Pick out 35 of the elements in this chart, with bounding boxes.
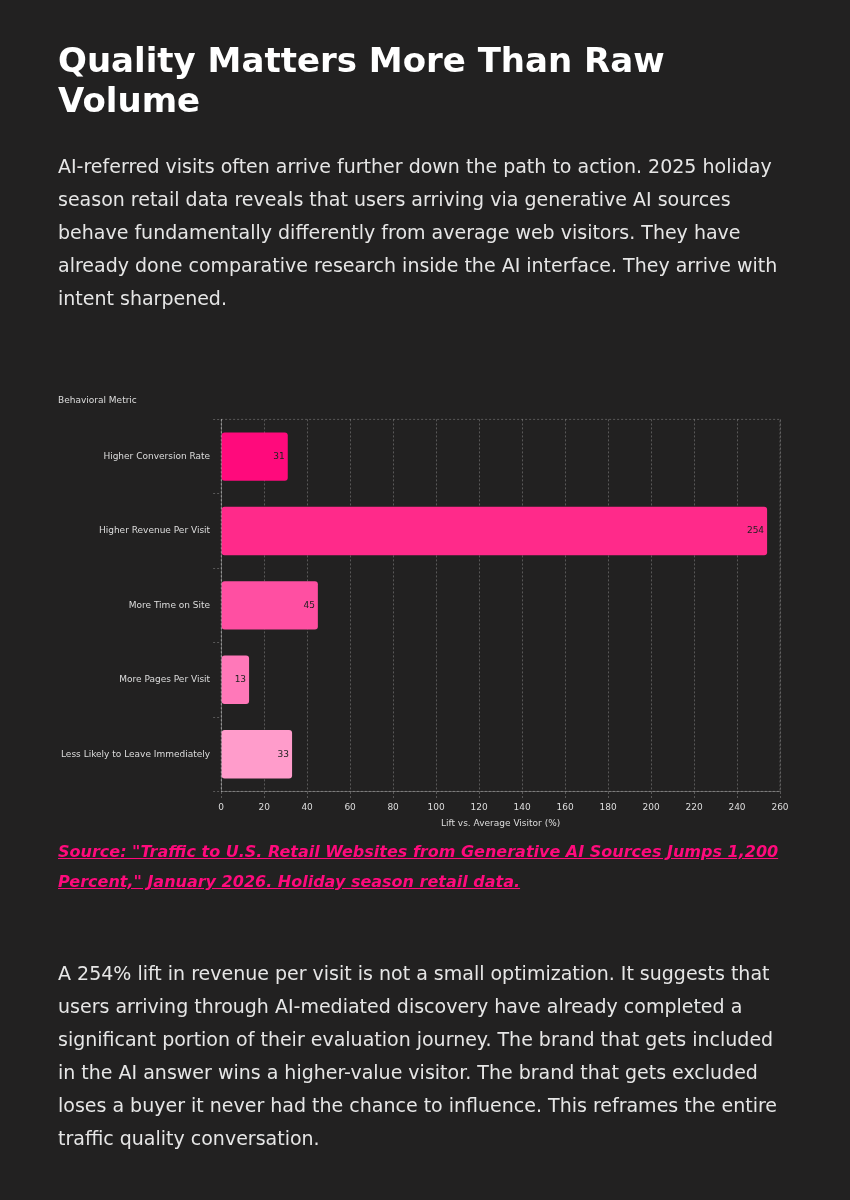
chart-title: Quality Matters More Than Raw Volume (58, 40, 666, 120)
bar (221, 506, 768, 556)
x-tick-label: 100 (427, 802, 445, 813)
bar (221, 581, 318, 630)
x-tick-label: 240 (728, 802, 746, 813)
x-tick-label: 0 (218, 802, 225, 813)
y-tick-label: More Time on Site (128, 599, 211, 610)
data-label: 33 (277, 748, 290, 759)
y-axis-title: Behavioral Metric (58, 395, 138, 405)
x-tick-label: 120 (470, 802, 488, 813)
x-tick-label: 220 (685, 802, 703, 813)
bar (221, 432, 288, 481)
x-tick-label: 40 (301, 802, 314, 813)
y-tick-label: Higher Conversion Rate (103, 450, 211, 461)
y-tick-label: More Pages Per Visit (119, 674, 211, 685)
bar (221, 655, 250, 704)
text: A 254% lift in revenue per visit is not a small optimization. It suggests that users arriving through AI-mediated discovery have already completed a significant portion of their evaluation journey. The brand that gets included in the AI answer wins a higher-value visitor. The brand that gets excluded loses a buyer it never had the chance to influence. This reframes the entire traffic quality conversation. (58, 961, 779, 1151)
data-label: 45 (303, 599, 315, 610)
y-tick-label: Less Likely to Leave Immediately (61, 748, 211, 759)
x-tick-label: 20 (258, 802, 271, 813)
x-tick-label: 200 (642, 802, 660, 813)
x-tick-label: 80 (387, 802, 400, 813)
x-axis-title: Lift vs. Average Visitor (%) (440, 817, 561, 828)
bar (221, 730, 293, 779)
data-label: 13 (234, 674, 247, 685)
data-label: 31 (273, 450, 285, 461)
data-label: 254 (746, 525, 765, 536)
source-note: Source: "Traffic to U.S. Retail Websites from Generative AI Sources Jumps 1,200 Percent," January 2026. Holiday season retail data. (58, 841, 780, 893)
x-tick-label: 160 (556, 802, 574, 813)
x-tick-label: 60 (344, 802, 357, 813)
x-tick-label: 260 (771, 802, 789, 813)
chart-subtitle: AI-referred visits often arrive further down the path to action. 2025 holiday season retail data reveals that users arriving via generative AI sources behave fundamentally differently from average web visitors. They have already done comparative research inside the AI interface. They arrive with intent sharpened. (58, 154, 779, 311)
x-tick-label: 180 (599, 802, 617, 813)
y-tick-label: Higher Revenue Per Visit (98, 525, 211, 536)
x-tick-label: 140 (513, 802, 531, 813)
